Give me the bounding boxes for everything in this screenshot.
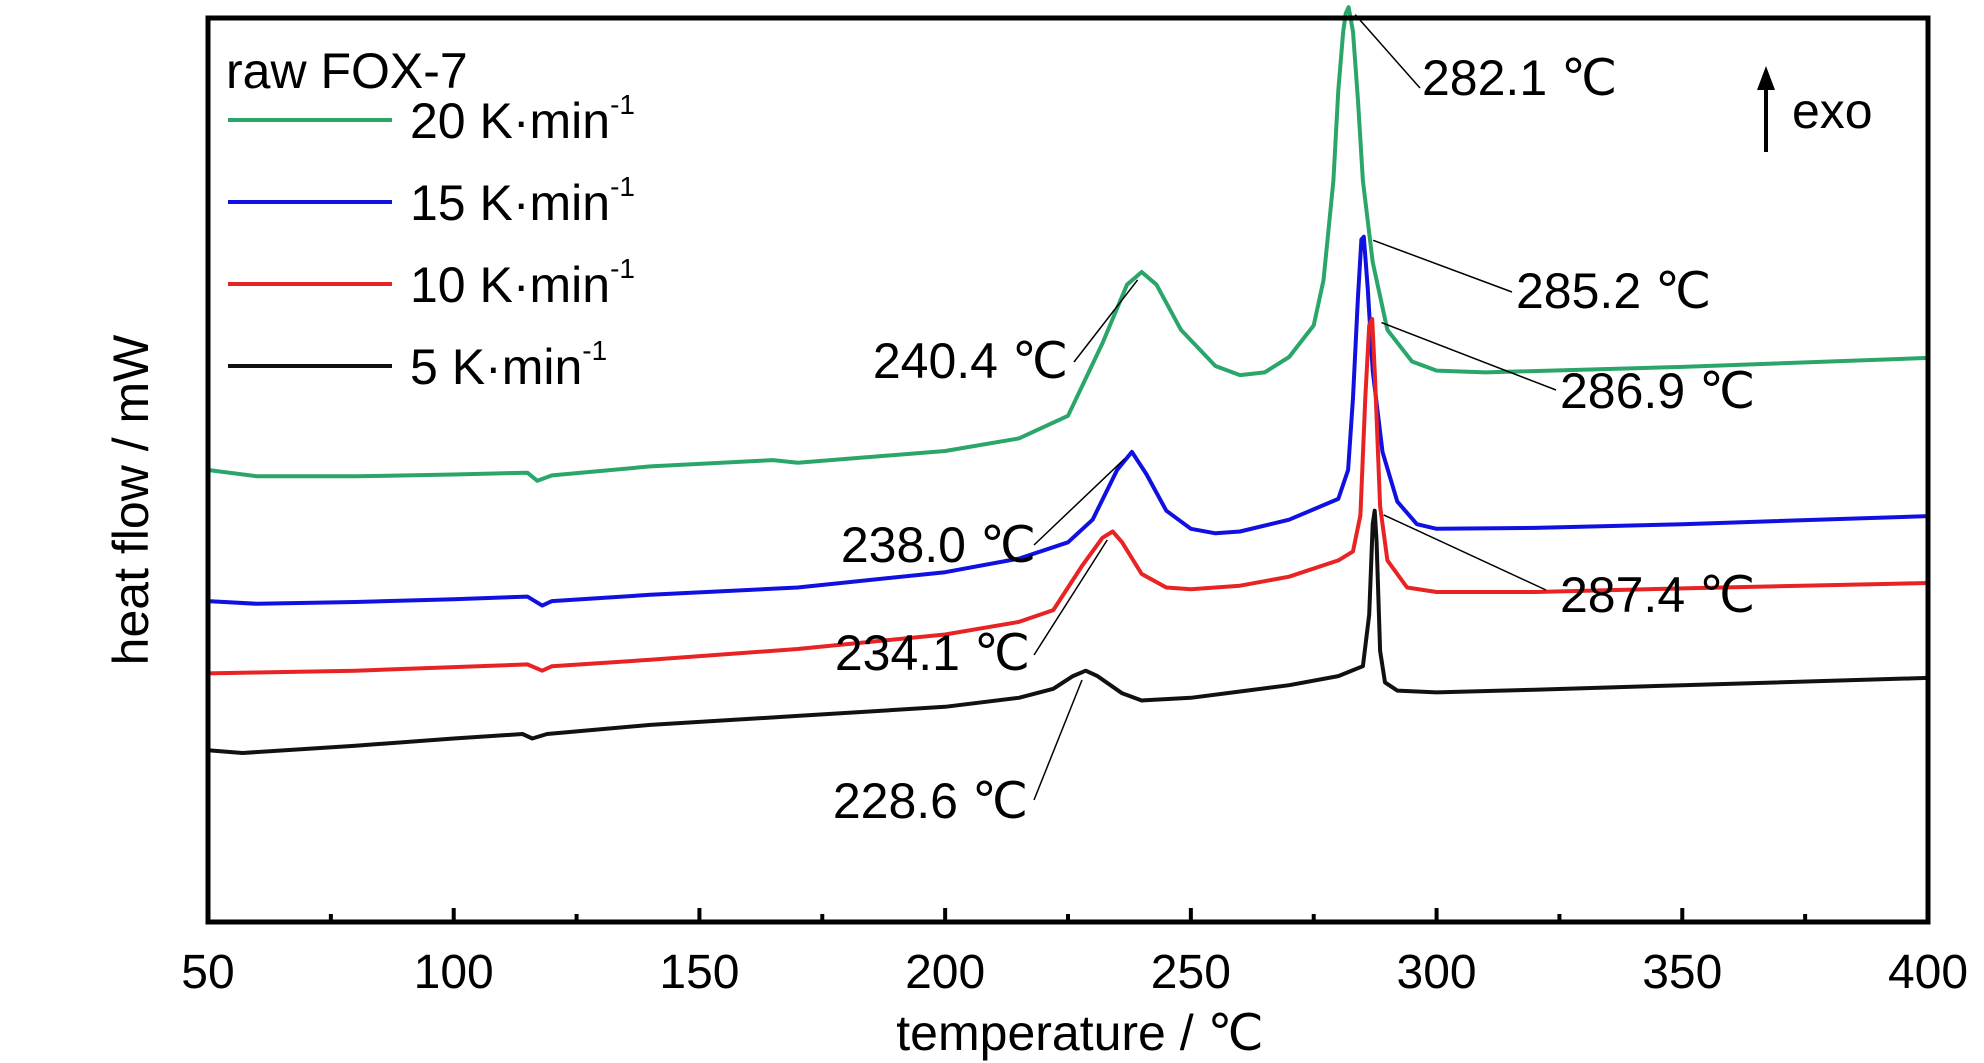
exo-label: exo (1792, 83, 1873, 139)
legend: raw FOX-7 20 K·min-1 15 K·min-1 10 K·min-1… (226, 43, 635, 395)
annotation-label-7: 228.6 ℃ (833, 773, 1028, 829)
annotation-leader-5 (1033, 539, 1108, 656)
annotation-label-3: 240.4 ℃ (873, 333, 1068, 389)
annotation-leader-7 (1033, 679, 1083, 801)
plot-frame (205, 15, 1931, 925)
annotation-label-5: 234.1 ℃ (835, 625, 1030, 681)
annotation-label-4: 238.0 ℃ (841, 517, 1036, 573)
x-tick-label: 400 (1888, 946, 1968, 999)
annotation-leader-4 (1033, 458, 1126, 546)
x-tick-label: 350 (1642, 946, 1722, 999)
annotation-leader-2 (1381, 321, 1557, 391)
series-line-1 (206, 234, 1930, 608)
annotation-leader-0 (1354, 14, 1421, 89)
arrow-head-icon (1757, 66, 1775, 90)
annotation-label-0: 282.1 ℃ (1422, 50, 1617, 106)
annotation-leader-6 (1383, 514, 1547, 591)
legend-label-2: 10 K·min-1 (410, 253, 635, 313)
annotation-leader-1 (1372, 239, 1513, 293)
x-tick-label: 200 (905, 946, 985, 999)
peak-annotations: 282.1 ℃ 285.2 ℃ 286.9 ℃ 240.4 ℃ 238.0 ℃ 234.1… (833, 14, 1755, 829)
legend-label-3: 5 K·min-1 (410, 335, 607, 395)
series-line-2 (206, 317, 1930, 676)
exo-indicator: exo (1757, 66, 1873, 152)
plot-area (206, 5, 1930, 755)
x-axis: 50 100 150 200 250 300 350 400 (181, 908, 1968, 999)
legend-title: raw FOX-7 (226, 43, 468, 99)
x-axis-title: temperature / ℃ (896, 1005, 1263, 1061)
x-tick-label: 100 (414, 946, 494, 999)
legend-label-1: 15 K·min-1 (410, 171, 635, 231)
annotation-label-1: 285.2 ℃ (1516, 263, 1711, 319)
legend-label-0: 20 K·min-1 (410, 89, 635, 149)
x-tick-label: 50 (181, 946, 234, 999)
series-line-0 (206, 5, 1930, 483)
annotation-label-2: 286.9 ℃ (1560, 363, 1755, 419)
x-tick-label: 250 (1151, 946, 1231, 999)
series-line-3 (206, 508, 1930, 755)
annotation-label-6: 287.4 ℃ (1560, 567, 1755, 623)
x-tick-label: 150 (659, 946, 739, 999)
y-axis-title: heat flow / mW (103, 334, 159, 665)
annotation-leader-3 (1073, 279, 1139, 363)
x-tick-label: 300 (1397, 946, 1477, 999)
